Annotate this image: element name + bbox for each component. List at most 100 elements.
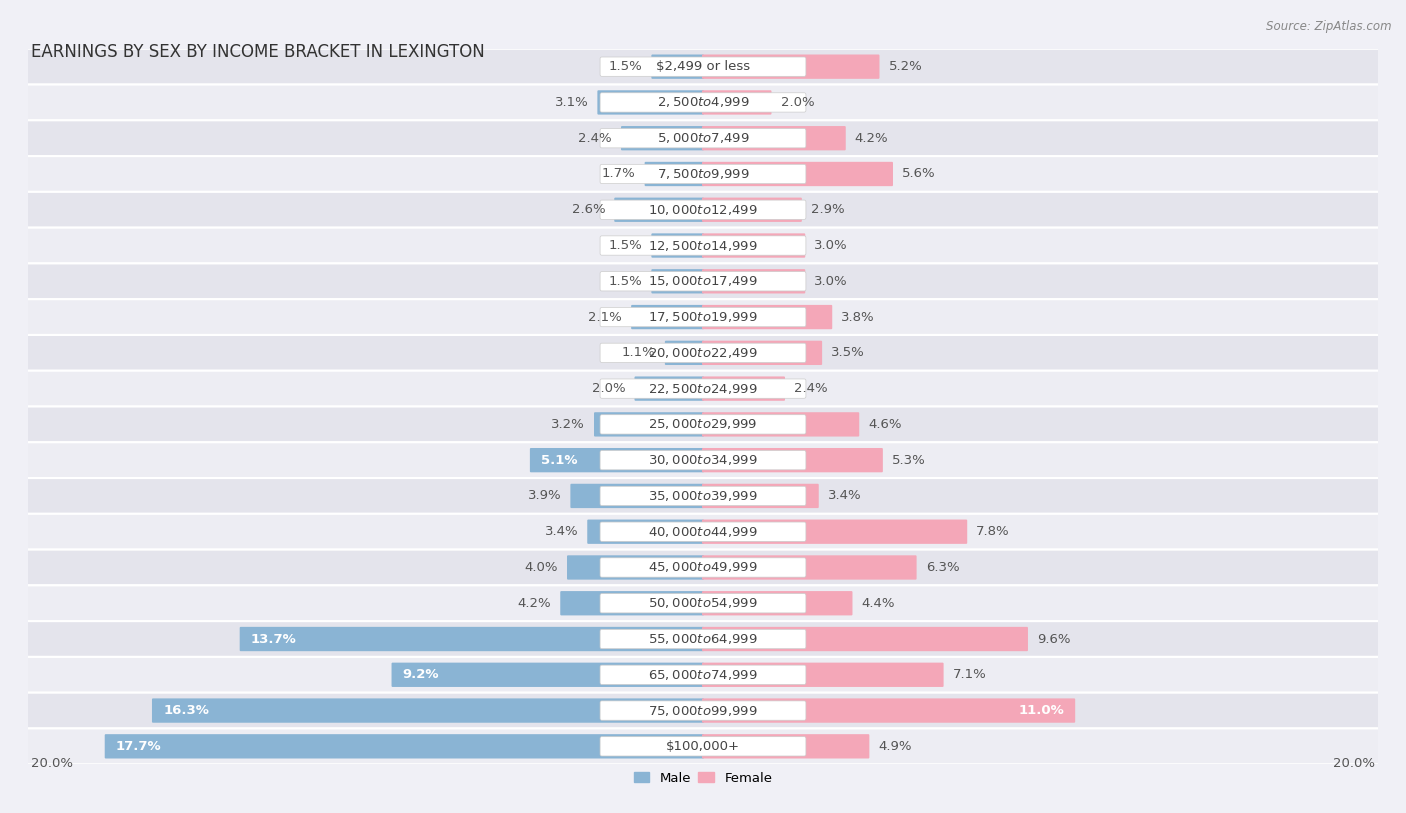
Text: 4.2%: 4.2% xyxy=(517,597,551,610)
FancyBboxPatch shape xyxy=(11,192,1395,228)
FancyBboxPatch shape xyxy=(702,663,943,687)
FancyBboxPatch shape xyxy=(651,269,704,293)
Text: $65,000 to $74,999: $65,000 to $74,999 xyxy=(648,667,758,682)
Text: 9.6%: 9.6% xyxy=(1038,633,1070,646)
Text: 2.0%: 2.0% xyxy=(592,382,626,395)
Text: 2.4%: 2.4% xyxy=(578,132,612,145)
FancyBboxPatch shape xyxy=(631,305,704,329)
Text: 5.2%: 5.2% xyxy=(889,60,922,73)
Text: $7,500 to $9,999: $7,500 to $9,999 xyxy=(657,167,749,181)
FancyBboxPatch shape xyxy=(702,412,859,437)
FancyBboxPatch shape xyxy=(702,305,832,329)
Text: Source: ZipAtlas.com: Source: ZipAtlas.com xyxy=(1267,20,1392,33)
Text: 13.7%: 13.7% xyxy=(250,633,297,646)
Text: $75,000 to $99,999: $75,000 to $99,999 xyxy=(648,703,758,718)
Text: 7.8%: 7.8% xyxy=(976,525,1010,538)
Text: 3.4%: 3.4% xyxy=(544,525,578,538)
FancyBboxPatch shape xyxy=(600,343,806,363)
FancyBboxPatch shape xyxy=(11,406,1395,442)
Text: $45,000 to $49,999: $45,000 to $49,999 xyxy=(648,560,758,575)
FancyBboxPatch shape xyxy=(702,627,1028,651)
Text: $55,000 to $64,999: $55,000 to $64,999 xyxy=(648,632,758,646)
FancyBboxPatch shape xyxy=(702,90,772,115)
Text: $20,000 to $22,499: $20,000 to $22,499 xyxy=(648,346,758,360)
FancyBboxPatch shape xyxy=(600,128,806,148)
FancyBboxPatch shape xyxy=(614,198,704,222)
FancyBboxPatch shape xyxy=(530,448,704,472)
FancyBboxPatch shape xyxy=(702,233,806,258)
FancyBboxPatch shape xyxy=(152,698,704,723)
FancyBboxPatch shape xyxy=(11,335,1395,371)
Text: 4.4%: 4.4% xyxy=(862,597,896,610)
Text: $25,000 to $29,999: $25,000 to $29,999 xyxy=(648,417,758,432)
FancyBboxPatch shape xyxy=(702,520,967,544)
FancyBboxPatch shape xyxy=(11,478,1395,514)
Text: 20.0%: 20.0% xyxy=(1333,757,1375,770)
Text: $17,500 to $19,999: $17,500 to $19,999 xyxy=(648,310,758,324)
Text: 5.1%: 5.1% xyxy=(541,454,578,467)
FancyBboxPatch shape xyxy=(665,341,704,365)
Text: $2,499 or less: $2,499 or less xyxy=(657,60,749,73)
FancyBboxPatch shape xyxy=(11,442,1395,478)
FancyBboxPatch shape xyxy=(702,126,846,150)
FancyBboxPatch shape xyxy=(11,728,1395,764)
Text: EARNINGS BY SEX BY INCOME BRACKET IN LEXINGTON: EARNINGS BY SEX BY INCOME BRACKET IN LEX… xyxy=(31,43,485,62)
FancyBboxPatch shape xyxy=(11,550,1395,585)
Text: 1.5%: 1.5% xyxy=(609,60,643,73)
Text: 3.5%: 3.5% xyxy=(831,346,865,359)
Text: 1.1%: 1.1% xyxy=(621,346,655,359)
Text: 5.3%: 5.3% xyxy=(891,454,925,467)
Text: 1.7%: 1.7% xyxy=(602,167,636,180)
FancyBboxPatch shape xyxy=(702,448,883,472)
Text: 3.8%: 3.8% xyxy=(841,311,875,324)
FancyBboxPatch shape xyxy=(702,269,806,293)
FancyBboxPatch shape xyxy=(11,299,1395,335)
FancyBboxPatch shape xyxy=(702,591,852,615)
Text: 4.9%: 4.9% xyxy=(879,740,912,753)
Text: 9.2%: 9.2% xyxy=(402,668,439,681)
Legend: Male, Female: Male, Female xyxy=(628,766,778,789)
Text: 2.4%: 2.4% xyxy=(794,382,828,395)
FancyBboxPatch shape xyxy=(600,93,806,112)
FancyBboxPatch shape xyxy=(702,198,801,222)
FancyBboxPatch shape xyxy=(651,233,704,258)
Text: 6.3%: 6.3% xyxy=(925,561,959,574)
Text: $22,500 to $24,999: $22,500 to $24,999 xyxy=(648,381,758,396)
Text: 3.2%: 3.2% xyxy=(551,418,585,431)
FancyBboxPatch shape xyxy=(702,555,917,580)
Text: 7.1%: 7.1% xyxy=(953,668,987,681)
FancyBboxPatch shape xyxy=(600,307,806,327)
FancyBboxPatch shape xyxy=(11,371,1395,406)
Text: 3.0%: 3.0% xyxy=(814,239,848,252)
Text: 3.4%: 3.4% xyxy=(828,489,862,502)
Text: 2.0%: 2.0% xyxy=(780,96,814,109)
FancyBboxPatch shape xyxy=(11,120,1395,156)
FancyBboxPatch shape xyxy=(600,57,806,76)
FancyBboxPatch shape xyxy=(11,621,1395,657)
FancyBboxPatch shape xyxy=(11,85,1395,120)
FancyBboxPatch shape xyxy=(11,585,1395,621)
Text: 4.6%: 4.6% xyxy=(869,418,901,431)
Text: 4.0%: 4.0% xyxy=(524,561,558,574)
Text: $30,000 to $34,999: $30,000 to $34,999 xyxy=(648,453,758,467)
FancyBboxPatch shape xyxy=(634,376,704,401)
FancyBboxPatch shape xyxy=(600,450,806,470)
FancyBboxPatch shape xyxy=(702,341,823,365)
Text: $50,000 to $54,999: $50,000 to $54,999 xyxy=(648,596,758,611)
FancyBboxPatch shape xyxy=(11,693,1395,728)
FancyBboxPatch shape xyxy=(593,412,704,437)
FancyBboxPatch shape xyxy=(11,156,1395,192)
Text: 20.0%: 20.0% xyxy=(31,757,73,770)
Text: 4.2%: 4.2% xyxy=(855,132,889,145)
FancyBboxPatch shape xyxy=(600,737,806,756)
FancyBboxPatch shape xyxy=(600,200,806,220)
FancyBboxPatch shape xyxy=(11,657,1395,693)
Text: $35,000 to $39,999: $35,000 to $39,999 xyxy=(648,489,758,503)
FancyBboxPatch shape xyxy=(391,663,704,687)
FancyBboxPatch shape xyxy=(702,376,785,401)
FancyBboxPatch shape xyxy=(11,228,1395,263)
FancyBboxPatch shape xyxy=(598,90,704,115)
Text: 2.9%: 2.9% xyxy=(811,203,845,216)
FancyBboxPatch shape xyxy=(702,54,880,79)
FancyBboxPatch shape xyxy=(567,555,704,580)
